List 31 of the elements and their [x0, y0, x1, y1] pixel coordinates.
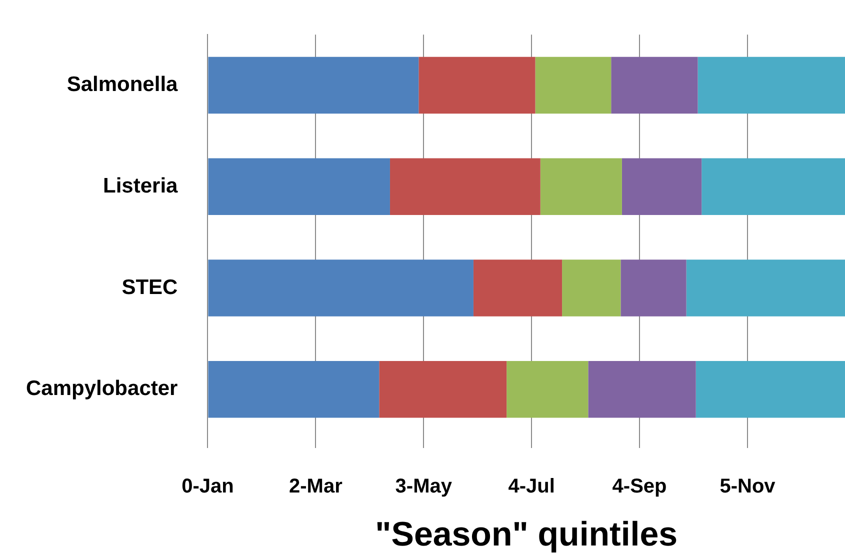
text: 3-May: [395, 476, 453, 498]
bar: [208, 56, 419, 114]
bar: [208, 360, 380, 418]
text: 4-Sep: [612, 476, 667, 498]
y-tick-label: STEC: [122, 276, 178, 299]
y-tick-label: Campylobacter: [26, 377, 178, 400]
text: 0-Jan: [182, 476, 234, 498]
y-tick-label: Salmonella: [66, 73, 178, 96]
bar: [473, 260, 562, 316]
bar: [696, 360, 845, 418]
bar: [506, 360, 588, 418]
bar: [540, 158, 622, 216]
bar: [535, 56, 612, 114]
bar: [702, 158, 845, 216]
bar: [418, 56, 536, 114]
bar: [698, 56, 845, 114]
text: 2-Mar: [288, 476, 343, 498]
text: 4-Jul: [508, 476, 555, 498]
y-tick-label: Listeria: [103, 174, 178, 198]
bar: [622, 158, 702, 216]
bar: [611, 56, 698, 114]
bar: [562, 260, 621, 316]
bar: [390, 158, 540, 216]
bar: [620, 260, 686, 316]
text: 5-Nov: [720, 476, 776, 498]
bar: [588, 360, 696, 418]
bar: [686, 260, 845, 316]
bar: [379, 360, 507, 418]
x-axis-title: "Season" quintiles: [375, 515, 678, 554]
bar: [208, 260, 474, 316]
bar: [208, 158, 390, 216]
